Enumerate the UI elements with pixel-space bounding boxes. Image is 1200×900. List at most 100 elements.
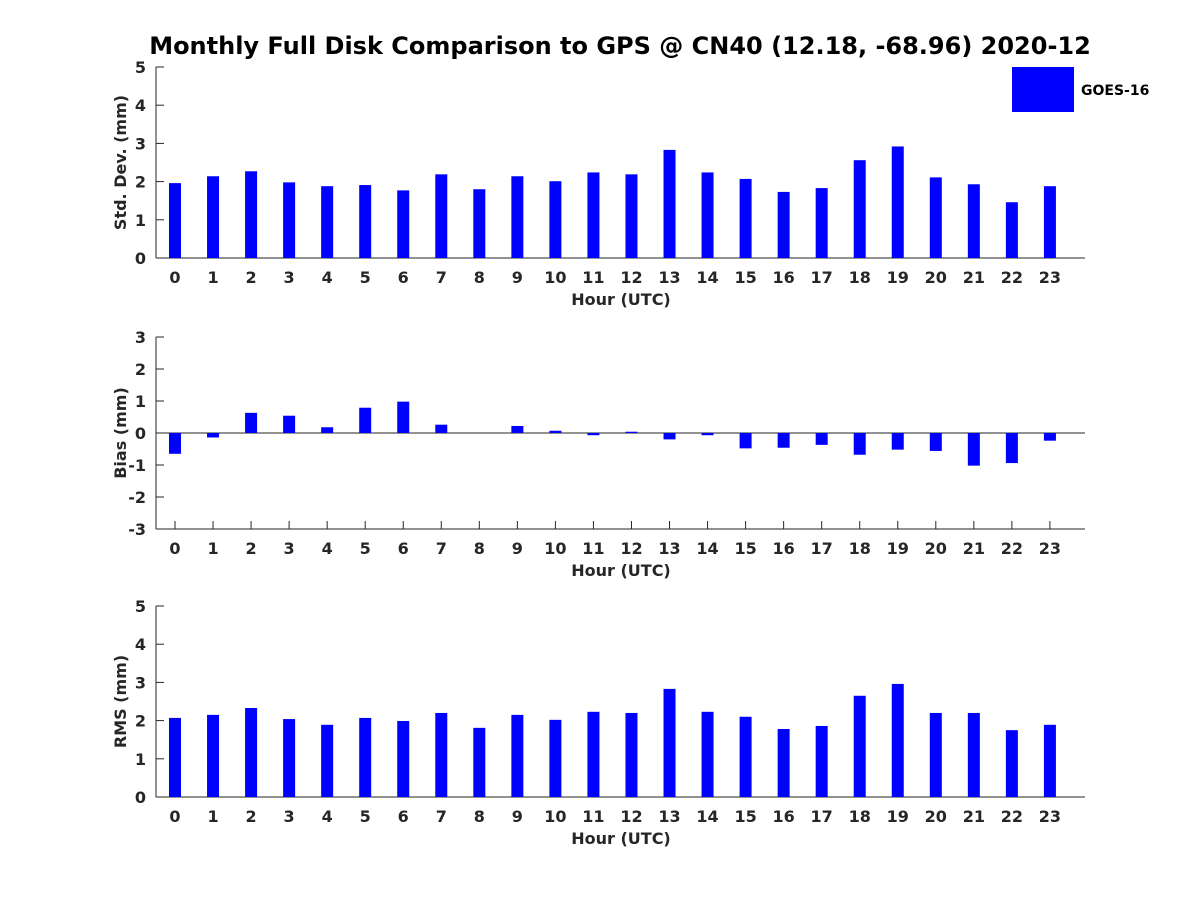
bar [245, 412, 258, 433]
y-tick-label: 0 [135, 249, 146, 268]
bar [169, 183, 181, 258]
bar [891, 146, 904, 258]
bar [625, 431, 638, 433]
x-tick-label: 11 [582, 807, 604, 826]
chart-title: Monthly Full Disk Comparison to GPS @ CN… [149, 32, 1091, 60]
x-tick-label: 17 [811, 807, 833, 826]
bar [397, 720, 410, 797]
x-tick-label: 15 [734, 539, 756, 558]
bar [435, 712, 448, 797]
bar [207, 714, 220, 797]
x-tick-label: 2 [246, 539, 257, 558]
x-tick-label: 3 [284, 539, 295, 558]
bar [777, 191, 790, 258]
x-tick-label: 6 [398, 268, 409, 287]
bar [587, 433, 600, 436]
bar [359, 407, 372, 433]
bar [1043, 724, 1056, 797]
bar [207, 176, 220, 258]
bar [549, 719, 562, 797]
x-tick-label: 7 [436, 539, 447, 558]
x-tick-label: 9 [512, 807, 523, 826]
x-tick-label: 15 [734, 807, 756, 826]
x-tick-label: 18 [849, 539, 871, 558]
bar [815, 433, 828, 445]
x-tick-label: 3 [284, 807, 295, 826]
bar [397, 401, 410, 433]
bar [207, 433, 220, 438]
x-tick-label: 23 [1039, 539, 1061, 558]
x-tick-label: 22 [1001, 807, 1023, 826]
bar [473, 727, 486, 797]
legend-label: GOES-16 [1081, 83, 1149, 99]
y-tick-label: 3 [135, 673, 146, 692]
y-tick-label: 0 [135, 788, 146, 807]
x-tick-label: 19 [887, 807, 909, 826]
bar [777, 729, 790, 797]
bar [853, 160, 866, 258]
x-tick-label: 23 [1039, 268, 1061, 287]
bar [359, 185, 372, 258]
x-tick-label: 10 [544, 268, 566, 287]
bar [701, 711, 714, 797]
bar [625, 712, 638, 797]
x-tick-label: 1 [207, 539, 218, 558]
x-axis-label: Hour (UTC) [571, 829, 671, 848]
bar [853, 695, 866, 797]
bar [891, 433, 904, 450]
x-tick-label: 7 [436, 268, 447, 287]
x-tick-label: 7 [436, 807, 447, 826]
bar [777, 433, 790, 448]
bar [929, 177, 942, 258]
bar [245, 171, 258, 258]
x-tick-label: 20 [925, 268, 947, 287]
x-tick-label: 12 [620, 807, 642, 826]
x-tick-label: 20 [925, 807, 947, 826]
x-tick-label: 9 [512, 539, 523, 558]
bar [435, 174, 448, 258]
y-tick-label: 0 [135, 424, 146, 443]
bar [283, 719, 296, 797]
x-tick-label: 15 [734, 268, 756, 287]
x-tick-label: 5 [360, 807, 371, 826]
bar [739, 433, 752, 449]
x-tick-label: 8 [474, 539, 485, 558]
y-tick-label: 5 [135, 597, 146, 616]
x-tick-label: 19 [887, 539, 909, 558]
x-axis-label: Hour (UTC) [571, 290, 671, 309]
x-tick-label: 21 [963, 539, 985, 558]
y-tick-label: 2 [135, 360, 146, 379]
x-tick-label: 23 [1039, 807, 1061, 826]
x-tick-label: 14 [696, 268, 718, 287]
x-tick-label: 22 [1001, 268, 1023, 287]
x-tick-label: 0 [169, 807, 180, 826]
bar [511, 714, 524, 797]
x-tick-label: 3 [284, 268, 295, 287]
bar [701, 172, 714, 258]
bar [435, 424, 448, 433]
bar [815, 188, 828, 258]
bar [891, 683, 904, 797]
x-tick-label: 18 [849, 807, 871, 826]
bar [1005, 202, 1018, 258]
x-tick-label: 4 [322, 268, 333, 287]
y-tick-label: 4 [135, 635, 146, 654]
x-tick-label: 20 [925, 539, 947, 558]
x-tick-label: 4 [322, 539, 333, 558]
y-tick-label: 1 [135, 750, 146, 769]
x-tick-label: 10 [544, 539, 566, 558]
y-axis-label: Std. Dev. (mm) [111, 95, 130, 230]
x-tick-label: 21 [963, 807, 985, 826]
x-tick-label: 10 [544, 807, 566, 826]
x-tick-label: 5 [360, 268, 371, 287]
x-tick-label: 0 [169, 268, 180, 287]
bar [245, 707, 258, 797]
bar [967, 184, 980, 258]
y-axis-label: Bias (mm) [111, 387, 130, 479]
x-tick-label: 22 [1001, 539, 1023, 558]
y-axis-label: RMS (mm) [111, 655, 130, 748]
x-tick-label: 12 [620, 539, 642, 558]
